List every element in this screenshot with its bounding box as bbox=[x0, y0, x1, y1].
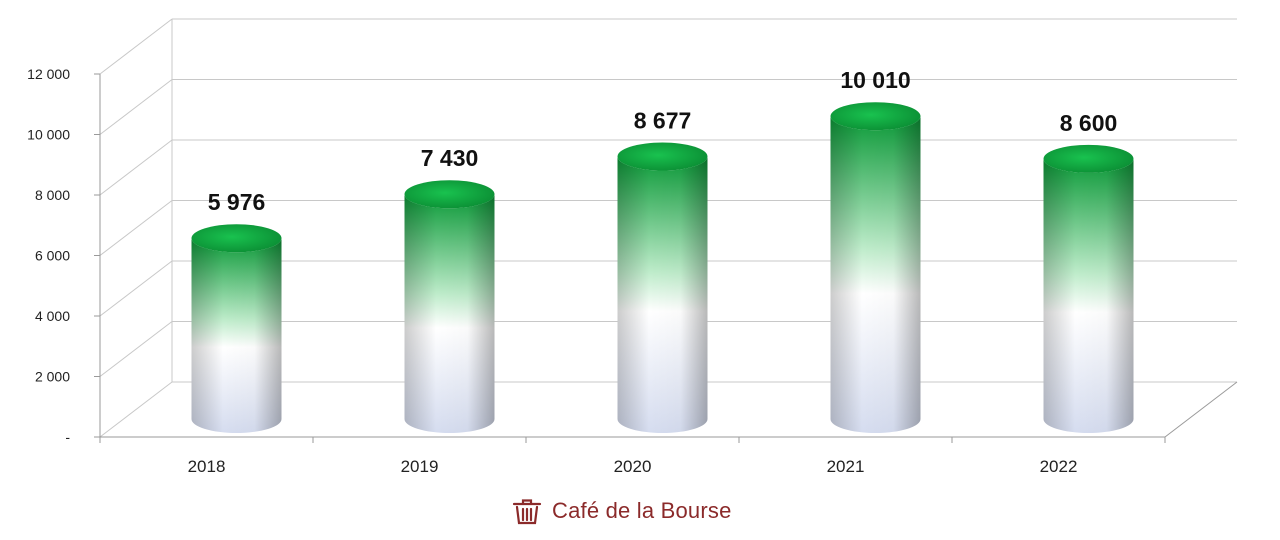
bar-shading bbox=[830, 116, 921, 434]
data-label: 5 976 bbox=[208, 189, 266, 215]
bar bbox=[617, 142, 708, 434]
bar bbox=[404, 180, 495, 434]
gridline-diag bbox=[99, 381, 173, 438]
gridline-diag bbox=[99, 139, 173, 196]
axes bbox=[94, 73, 1238, 443]
x-tick-label: 2021 bbox=[827, 457, 865, 476]
bar-top-cap bbox=[191, 224, 282, 253]
gridline-diag bbox=[99, 200, 173, 256]
x-tick-label: 2018 bbox=[188, 457, 226, 476]
floor-right-edge bbox=[1164, 381, 1238, 438]
data-label: 10 010 bbox=[840, 67, 910, 93]
x-tick-label: 2020 bbox=[614, 457, 652, 476]
x-tick-label: 2019 bbox=[401, 457, 439, 476]
y-tick-label: 2 000 bbox=[35, 369, 70, 385]
bar-top-cap bbox=[617, 142, 708, 171]
bar-shading bbox=[1043, 158, 1134, 434]
bar bbox=[191, 224, 282, 434]
gridline-diag bbox=[99, 18, 173, 75]
y-tick-label: 8 000 bbox=[35, 187, 70, 203]
bars bbox=[191, 102, 1134, 434]
bar-shading bbox=[191, 238, 282, 434]
data-label: 8 600 bbox=[1060, 110, 1118, 136]
x-tick-label: 2022 bbox=[1040, 457, 1078, 476]
bar-shading bbox=[404, 194, 495, 434]
trash-bin-icon bbox=[512, 499, 542, 525]
y-tick-label: 4 000 bbox=[35, 308, 70, 324]
data-label: 8 677 bbox=[634, 108, 692, 134]
y-tick-label: 10 000 bbox=[27, 127, 70, 143]
labels: - 2 000 4 000 6 000 8 000 10 000 12 000 2018 201… bbox=[27, 66, 1117, 476]
bar-top-cap bbox=[404, 180, 495, 209]
data-label: 7 430 bbox=[421, 145, 479, 171]
gridline-diag bbox=[99, 260, 173, 317]
bar bbox=[830, 102, 921, 434]
y-tick-label: - bbox=[65, 429, 70, 445]
bar-shading bbox=[617, 156, 708, 434]
gridline-diag bbox=[99, 321, 173, 377]
y-tick-label: 6 000 bbox=[35, 248, 70, 264]
y-tick-label: 12 000 bbox=[27, 66, 70, 82]
gridline-diag bbox=[99, 79, 173, 135]
bar-top-cap bbox=[830, 102, 921, 131]
bar-top-cap bbox=[1043, 144, 1134, 173]
brand-name: Café de la Bourse bbox=[552, 498, 732, 523]
bar bbox=[1043, 144, 1134, 434]
brand-logo: Café de la Bourse bbox=[510, 494, 732, 528]
